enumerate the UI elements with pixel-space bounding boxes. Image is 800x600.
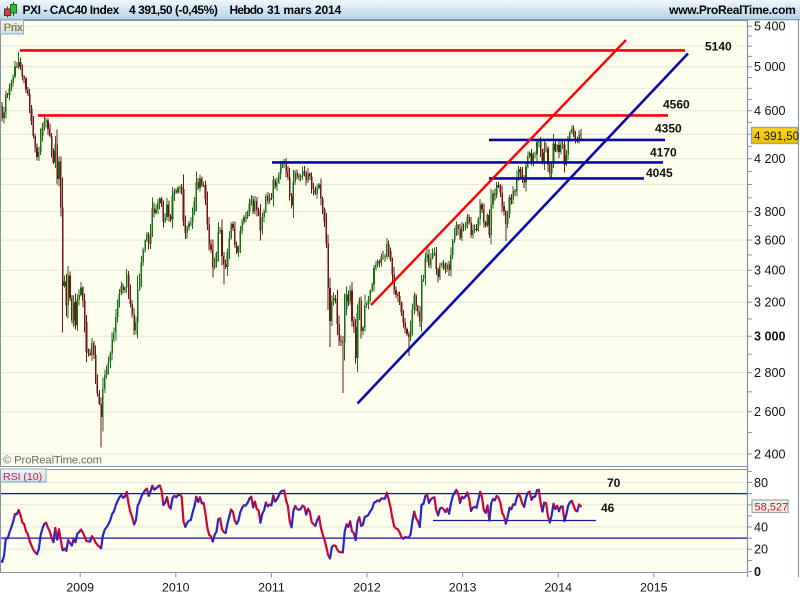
svg-text:5 000: 5 000 [754, 60, 786, 74]
svg-text:5 400: 5 400 [754, 20, 786, 34]
svg-text:2 600: 2 600 [754, 405, 786, 419]
svg-text:3 200: 3 200 [754, 296, 786, 310]
svg-text:2012: 2012 [353, 581, 381, 595]
svg-text:4170: 4170 [650, 146, 677, 160]
svg-text:Prix: Prix [4, 22, 23, 34]
svg-text:31 mars 2014: 31 mars 2014 [267, 3, 342, 17]
svg-text:2011: 2011 [258, 581, 285, 595]
svg-text:2010: 2010 [162, 581, 190, 595]
svg-text:4560: 4560 [663, 98, 690, 112]
svg-text:3 000: 3 000 [754, 330, 786, 344]
svg-text:2014: 2014 [544, 581, 572, 595]
svg-text:Prix: Prix [4, 22, 23, 34]
svg-text:3 600: 3 600 [754, 233, 786, 247]
svg-text:www.ProRealTime.com: www.ProRealTime.com [668, 3, 795, 17]
svg-text:0: 0 [754, 565, 761, 579]
svg-text:4 200: 4 200 [754, 152, 786, 166]
svg-text:3 400: 3 400 [754, 264, 786, 278]
svg-text:20: 20 [754, 543, 768, 557]
svg-text:4 600: 4 600 [754, 104, 786, 118]
svg-text:4350: 4350 [655, 122, 682, 136]
svg-text:4045: 4045 [646, 166, 673, 180]
svg-text:2009: 2009 [66, 581, 94, 595]
svg-text:RSI (10): RSI (10) [3, 471, 42, 483]
svg-text:46: 46 [601, 501, 615, 515]
svg-text:70: 70 [607, 476, 621, 490]
svg-text:2015: 2015 [640, 581, 668, 595]
svg-text:4 391,50 (-0,45%): 4 391,50 (-0,45%) [129, 3, 218, 17]
svg-text:2013: 2013 [449, 581, 477, 595]
svg-text:40: 40 [754, 520, 768, 534]
svg-text:5140: 5140 [705, 40, 732, 54]
svg-text:2 400: 2 400 [754, 447, 786, 461]
svg-text:58,527: 58,527 [755, 501, 789, 513]
svg-text:4 391,50: 4 391,50 [754, 130, 799, 143]
svg-text:© ProRealTime.com: © ProRealTime.com [3, 455, 102, 467]
svg-text:PXI - CAC40 Index: PXI - CAC40 Index [23, 3, 120, 17]
svg-text:2 800: 2 800 [754, 366, 786, 380]
svg-text:80: 80 [754, 476, 768, 490]
svg-text:3 800: 3 800 [754, 205, 786, 219]
svg-text:Hebdo: Hebdo [230, 3, 264, 17]
